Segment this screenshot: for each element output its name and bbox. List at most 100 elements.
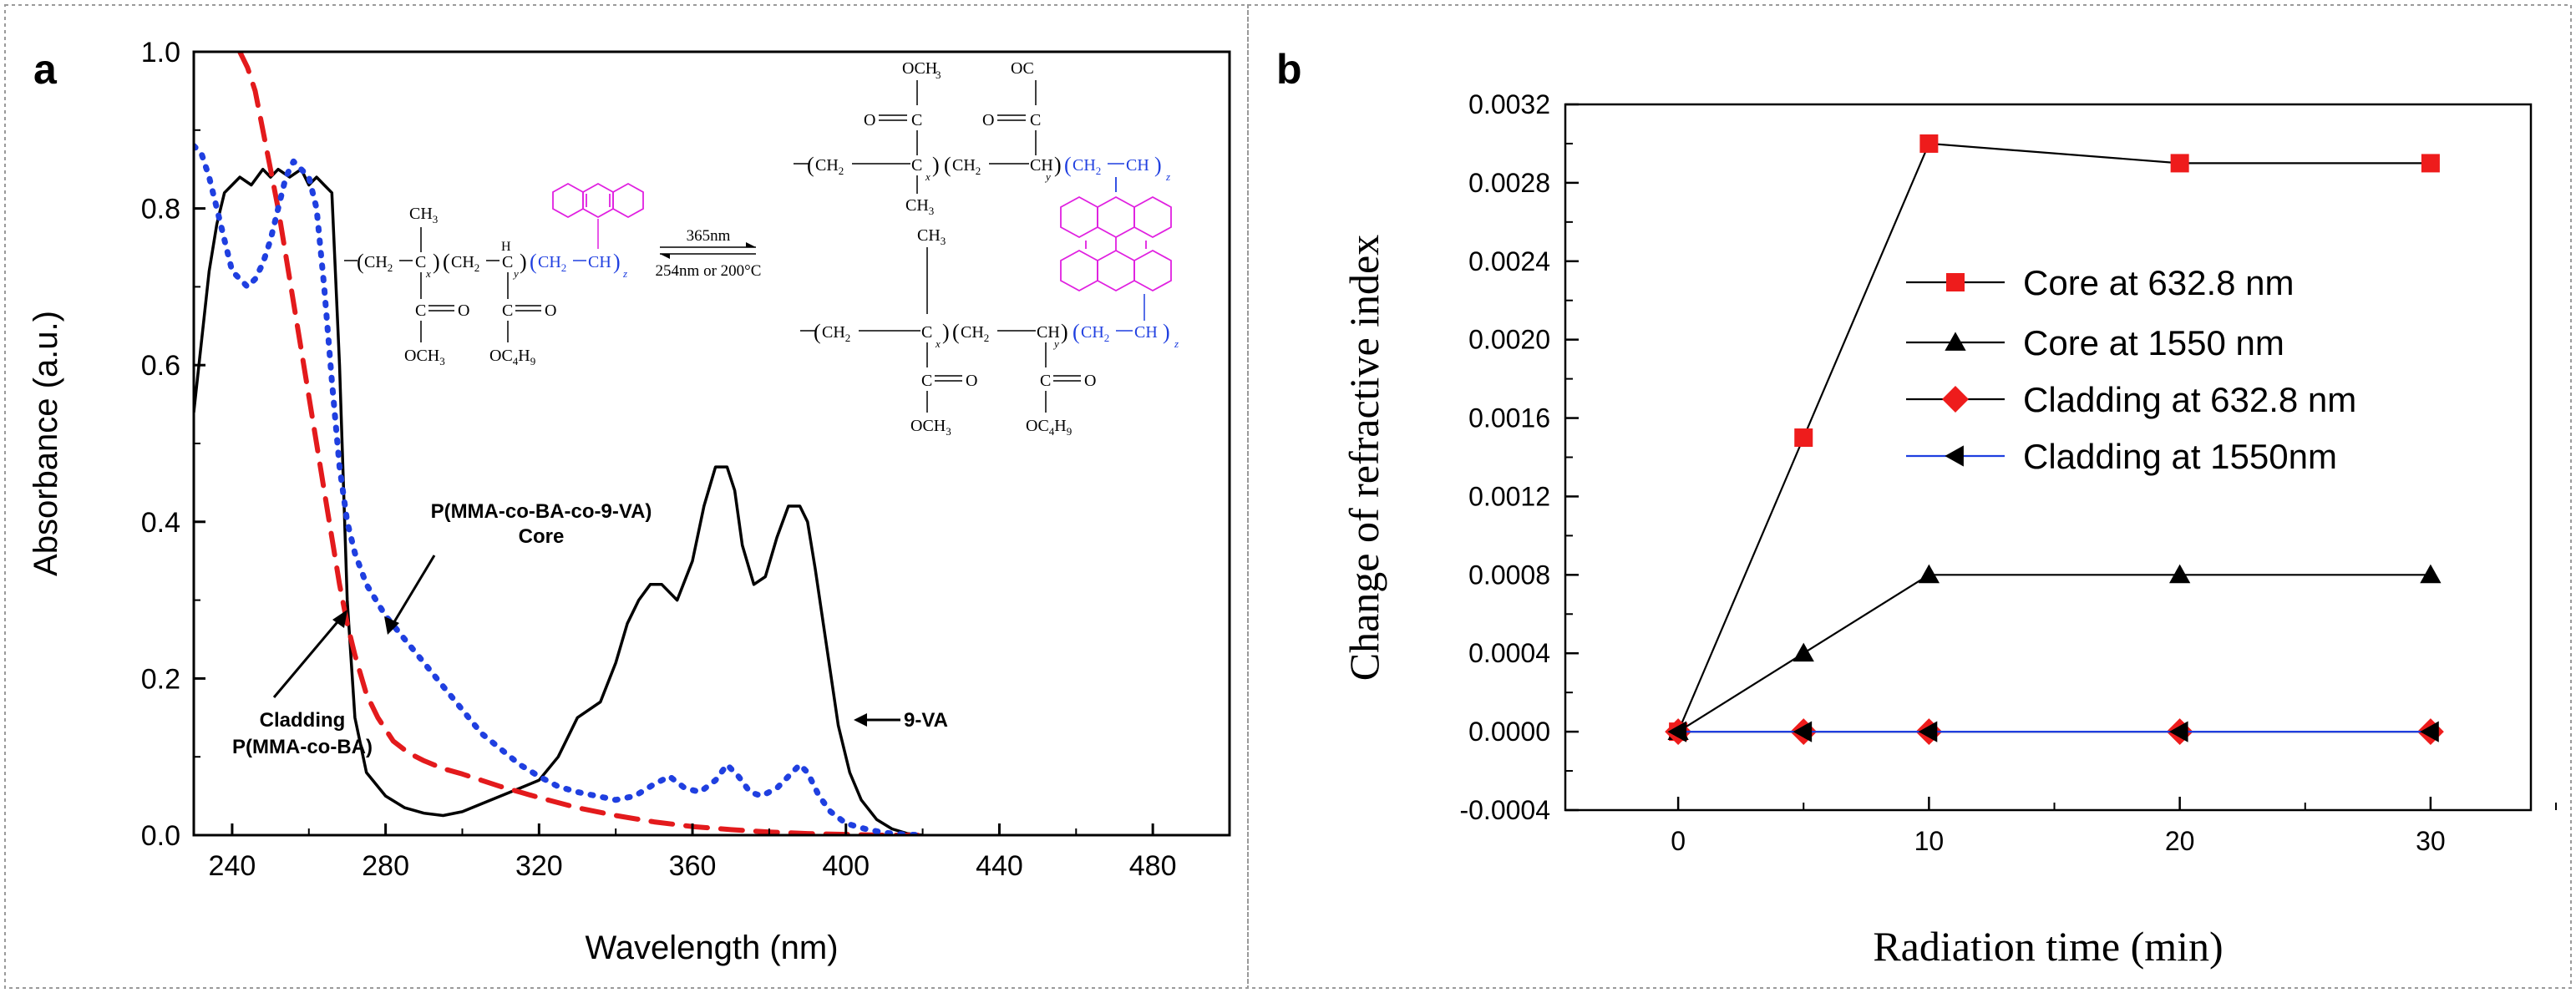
axis-tick-labels-b: 0 10 20 30 -0.0004 0.0000 0.0004 0.0008 0.0012 0.…: [1459, 89, 2445, 856]
y-tick-label-a: 1.0: [141, 37, 180, 68]
svg-text:C: C: [921, 323, 932, 342]
marker-left-triangle: [1918, 721, 1938, 742]
svg-text:CH2: CH2: [1072, 156, 1101, 177]
annotation-cladding-arrow: [272, 617, 342, 698]
svg-text:CH2: CH2: [822, 323, 850, 344]
svg-text:(: (: [944, 153, 951, 177]
anthracene-dimer-icon: [1060, 177, 1172, 292]
svg-text:(: (: [1072, 320, 1080, 344]
svg-text:C: C: [911, 111, 922, 129]
x-axis-label-b: Radiation time (min): [1873, 923, 2223, 970]
annotation-core-arrowhead: [384, 616, 399, 635]
svg-text:CH: CH: [588, 253, 611, 271]
anthracene-icon: [552, 182, 644, 219]
svg-text:CH: CH: [1037, 323, 1060, 342]
y-tick-label-b: 0.0028: [1468, 168, 1550, 198]
svg-text:CH2: CH2: [815, 156, 844, 177]
y-tick-label-b: 0.0012: [1468, 481, 1550, 511]
marker-square: [2170, 154, 2189, 173]
y-tick-label-a: 0.4: [141, 507, 180, 539]
y-tick-label-b: 0.0008: [1468, 560, 1550, 590]
svg-text:z: z: [1165, 170, 1170, 183]
series-line: [1677, 574, 2431, 733]
marker-square: [1919, 134, 1939, 153]
marker-triangle: [1945, 332, 1966, 351]
svg-text:y: y: [1044, 170, 1051, 183]
svg-text:CH: CH: [1126, 156, 1149, 175]
series-line-dotted: [194, 143, 926, 835]
svg-text:(: (: [1064, 153, 1072, 177]
x-tick-label-b: 30: [2416, 826, 2446, 856]
svg-text:): ): [1054, 153, 1062, 177]
svg-text:(: (: [357, 250, 364, 274]
svg-text:C: C: [502, 301, 513, 320]
scheme-ch2: CH2: [364, 253, 393, 274]
svg-text:(: (: [952, 320, 960, 344]
scheme-right-polymer: OCH 3 O C ( CH2 C x ) CH3 OC O: [794, 59, 1179, 438]
scheme-o-1: O: [458, 301, 469, 320]
scheme-c-2: C: [415, 301, 426, 320]
svg-text:C: C: [911, 156, 922, 175]
x-tick-label-b: 0: [1671, 826, 1686, 856]
y-tick-label-b: 0.0020: [1468, 325, 1550, 355]
x-tick-label-a: 440: [976, 850, 1023, 882]
svg-text:OCH: OCH: [902, 59, 937, 78]
axis-tick-labels-a: 240 280 320 360 400 440 480 0.0 0.2 0.4 0.6 0.8 1.0: [141, 37, 1177, 882]
annotation-core-line2: Core: [519, 525, 565, 548]
panel-label-b: b: [1276, 46, 1302, 93]
svg-text:): ): [1163, 320, 1170, 344]
legend-label: Core at 632.8 nm: [2023, 263, 2295, 302]
legend-item: Cladding at 1550nm: [1906, 437, 2337, 476]
x-tick-label-b: 10: [1914, 826, 1945, 856]
svg-text:OCH3: OCH3: [910, 417, 951, 438]
x-tick-label-a: 320: [515, 850, 563, 882]
axis-ticks-a: [194, 50, 1230, 837]
panel-a-frame: [4, 4, 1249, 989]
x-tick-label-a: 280: [362, 850, 409, 882]
x-tick-label-a: 360: [669, 850, 717, 882]
legend-b: Core at 632.8 nm Core at 1550 nm Cladding …: [1906, 263, 2356, 476]
marker-triangle: [2168, 564, 2191, 584]
svg-text:C: C: [1030, 111, 1041, 129]
y-tick-label-a: 0.0: [141, 820, 180, 852]
marker-triangle: [1793, 642, 1814, 662]
y-tick-label-b: 0.0000: [1468, 717, 1550, 747]
panel-b-frame: [1247, 4, 2572, 989]
annotation-cladding-line1: Cladding: [260, 709, 346, 732]
scheme-left-polymer: ( CH2 C x ) CH3 C O OCH3 ( CH2 C H: [344, 182, 644, 367]
marker-triangle: [1918, 564, 1940, 584]
scheme-forward-label: 365nm: [687, 227, 731, 245]
y-tick-label-a: 0.2: [141, 663, 180, 695]
y-tick-label-b: 0.0016: [1468, 403, 1550, 433]
svg-text:CH3: CH3: [905, 196, 934, 217]
marker-left-triangle: [1793, 721, 1813, 742]
refractive-index-chart: 0 10 20 30 -0.0004 0.0000 0.0004 0.0008 0.0012 0.…: [1341, 89, 2558, 970]
svg-text:C: C: [502, 253, 513, 271]
legend-label: Cladding at 1550nm: [2023, 437, 2337, 476]
series-line-solid: [194, 167, 925, 835]
svg-text:(: (: [807, 153, 814, 177]
y-tick-label-b: 0.0032: [1468, 89, 1550, 119]
annotation-9va-arrowhead: [854, 713, 867, 727]
svg-text:CH2: CH2: [1081, 323, 1109, 344]
svg-text:(: (: [530, 250, 537, 274]
scheme-y: y: [512, 267, 519, 280]
x-axis-label-a: Wavelength (nm): [585, 930, 838, 966]
svg-text:CH: CH: [1030, 156, 1053, 175]
annotation-9va: 9-VA: [904, 709, 948, 732]
svg-text:OC4H9: OC4H9: [1026, 417, 1072, 438]
legend-item: Cladding at 632.8 nm: [1906, 380, 2356, 419]
marker-left-triangle: [2168, 721, 2188, 742]
reaction-arrows: 365nm 254nm or 200°C: [656, 227, 762, 280]
y-tick-label-a: 0.6: [141, 350, 180, 382]
svg-text:O: O: [982, 111, 994, 129]
svg-text:x: x: [935, 337, 941, 350]
y-tick-label-b: 0.0004: [1468, 638, 1550, 668]
svg-text:3: 3: [936, 68, 941, 81]
svg-text:): ): [1154, 153, 1162, 177]
reaction-scheme: ( CH2 C x ) CH3 C O OCH3 ( CH2 C H: [344, 59, 1179, 438]
marker-diamond: [1942, 386, 1969, 413]
annotation-core-arrow: [391, 555, 436, 626]
marker-square: [1794, 428, 1813, 448]
